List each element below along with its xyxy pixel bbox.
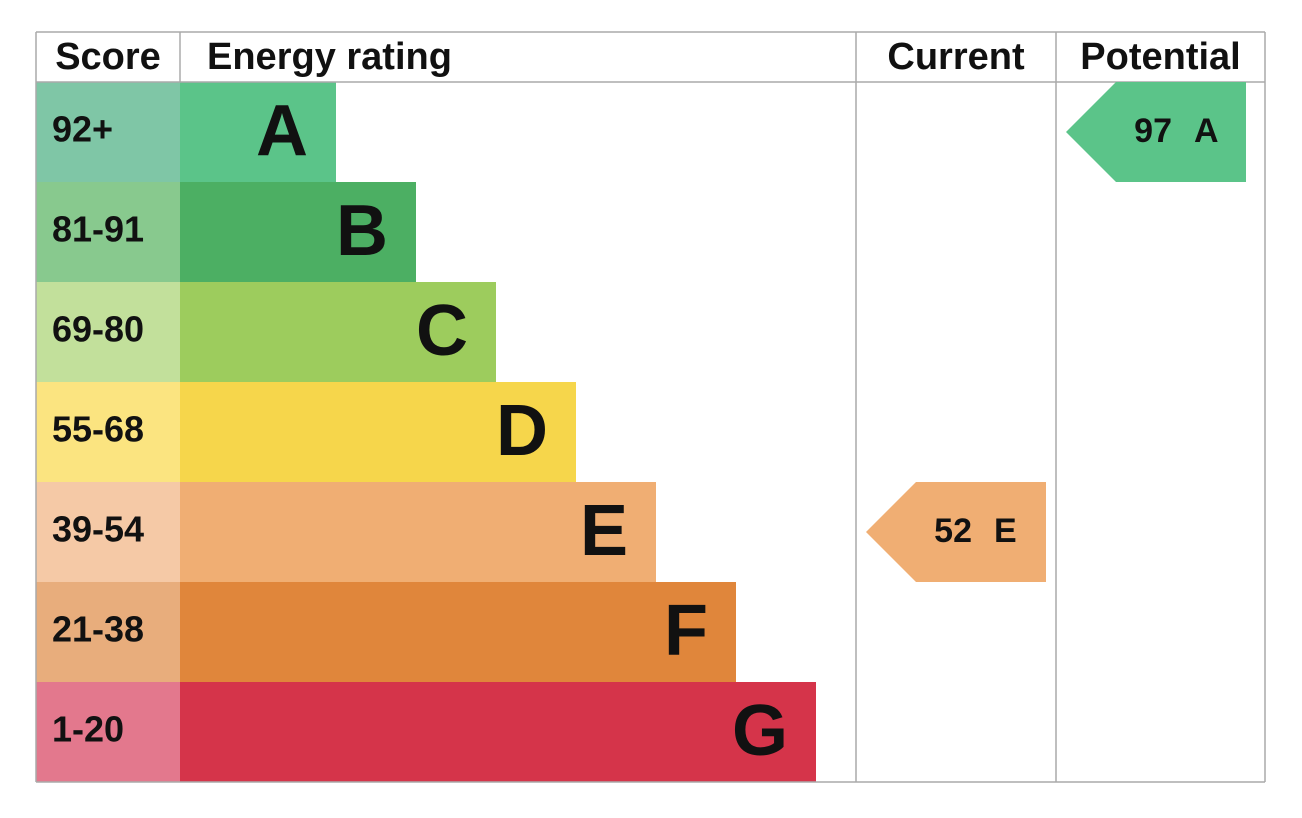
score-range: 1-20 bbox=[52, 709, 124, 750]
score-cell bbox=[36, 282, 180, 382]
header-potential: Potential bbox=[1080, 36, 1240, 78]
rating-letter: G bbox=[732, 691, 788, 771]
score-range: 39-54 bbox=[52, 509, 144, 550]
rating-letter: B bbox=[336, 191, 388, 271]
potential-arrow bbox=[1066, 82, 1246, 182]
score-range: 81-91 bbox=[52, 209, 144, 250]
rating-bar bbox=[180, 582, 736, 682]
score-cell bbox=[36, 82, 180, 182]
current-value: 52 bbox=[934, 512, 972, 550]
potential-value: 97 bbox=[1134, 112, 1172, 150]
rating-letter: C bbox=[416, 291, 468, 371]
rating-bar bbox=[180, 682, 816, 782]
potential-letter: A bbox=[1194, 112, 1219, 150]
rating-bar bbox=[180, 482, 656, 582]
rating-letter: F bbox=[664, 591, 708, 671]
score-cell bbox=[36, 482, 180, 582]
rating-letter: E bbox=[580, 491, 628, 571]
header-current: Current bbox=[887, 36, 1025, 78]
rating-bar bbox=[180, 282, 496, 382]
current-arrow bbox=[866, 482, 1046, 582]
rating-bar bbox=[180, 82, 336, 182]
score-cell bbox=[36, 682, 180, 782]
score-range: 21-38 bbox=[52, 609, 144, 650]
score-range: 69-80 bbox=[52, 309, 144, 350]
score-range: 55-68 bbox=[52, 409, 144, 450]
rating-letter: A bbox=[256, 91, 308, 171]
rating-letter: D bbox=[496, 391, 548, 471]
rating-bar bbox=[180, 182, 416, 282]
header-score: Score bbox=[55, 36, 161, 78]
score-cell bbox=[36, 182, 180, 282]
score-cell bbox=[36, 382, 180, 482]
score-cell bbox=[36, 582, 180, 682]
score-range: 92+ bbox=[52, 109, 113, 150]
current-letter: E bbox=[994, 512, 1017, 550]
rating-bar bbox=[180, 382, 576, 482]
header-rating: Energy rating bbox=[207, 36, 452, 78]
